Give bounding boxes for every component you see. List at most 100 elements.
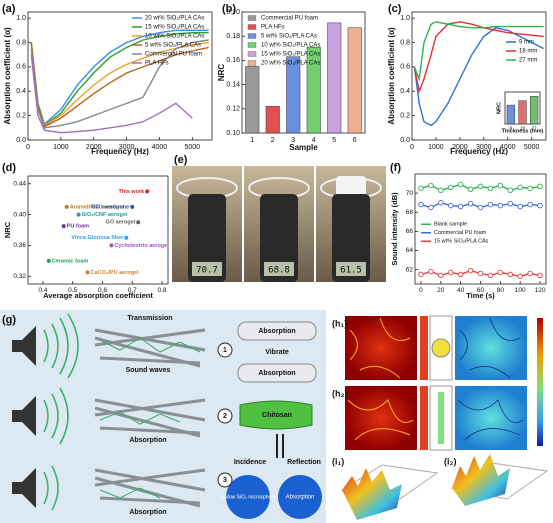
x-tick-label: 100 (515, 287, 526, 294)
surface-plots (340, 454, 549, 520)
y-tick-label: 0.6 (16, 64, 26, 71)
diagram-label: Hollow SiO₂ microsphere (220, 494, 276, 500)
legend-swatch (247, 60, 257, 66)
point-label: Vinca Gloriosa fiber (71, 235, 124, 241)
point (507, 271, 514, 278)
y-tick-label: 0.36 (13, 242, 26, 249)
y-tick-label: 0.0 (400, 137, 410, 144)
point (109, 243, 114, 248)
y-axis-label: Sound intensity (dB) (390, 192, 399, 266)
y-tick-label: 1.0 (400, 15, 410, 22)
x-tick-label: 40 (457, 287, 465, 294)
point (457, 203, 464, 210)
panel-label: (b) (222, 3, 236, 15)
point (527, 185, 533, 192)
legend-label: Commercial PU foam (145, 52, 202, 58)
point (428, 204, 434, 211)
bar (347, 27, 362, 134)
plot-frame (414, 173, 547, 285)
panel-label: (a) (2, 3, 16, 15)
legend-label: 5 wt% SiO₂/PLA CAs (261, 34, 317, 40)
y-tick-label: 0.12 (226, 106, 240, 113)
point (438, 272, 444, 279)
point-label: Aramid/RGO aerogel (70, 204, 125, 210)
plot-frame (27, 11, 213, 141)
point (136, 220, 141, 225)
legend-swatch (247, 15, 257, 21)
point (517, 273, 523, 280)
diagram-label: Transmission (127, 315, 172, 322)
point (428, 182, 434, 189)
diagram-label: Absorption (129, 437, 166, 444)
legend-label: Commercial PU foam (434, 230, 487, 236)
photos (172, 166, 386, 282)
y-tick-label: 0.44 (13, 180, 26, 187)
series-line (413, 21, 544, 82)
y-tick-label: 0.6 (400, 64, 410, 71)
diagram-label: Vibrate (265, 349, 289, 356)
point-label: GO membrane (91, 204, 129, 210)
y-tick-label: 0.8 (16, 39, 26, 46)
legend-label: Commercial PU foam (261, 16, 318, 22)
y-tick-label: 0.2 (16, 112, 26, 119)
legend-swatch (247, 33, 257, 39)
x-tick-label: 0 (419, 287, 423, 294)
point-label: GO aerogel (106, 220, 136, 226)
y-axis-label: NRC (3, 221, 12, 238)
x-tick-label: 20 (437, 287, 445, 294)
panel-label: (h₁) (332, 318, 347, 328)
series-line (30, 54, 193, 134)
meter-reading: 61.5 (340, 266, 362, 276)
legend-label: 5 wt% SiO₂/PLA CAs (145, 43, 201, 49)
y-tick-label: 0.10 (226, 130, 240, 137)
panel-label: (h₂) (332, 388, 348, 398)
point (497, 202, 504, 209)
point (467, 267, 474, 274)
y-tick-label: 0.4 (16, 88, 26, 95)
point (477, 270, 484, 277)
x-tick-label: 80 (497, 287, 505, 294)
point (507, 187, 514, 194)
y-tick-label: 0.16 (226, 57, 240, 64)
point-label: This work (118, 189, 145, 195)
y-tick-label: 62 (406, 266, 414, 273)
x-axis-label: Frequency (Hz) (91, 147, 149, 156)
panel-label: (d) (2, 162, 16, 174)
point (477, 204, 484, 211)
x-tick-label: 3000 (476, 144, 492, 151)
x-tick-label: 2 (271, 137, 275, 144)
point (497, 182, 504, 189)
point-label: PU foam (67, 224, 89, 230)
point (46, 258, 51, 263)
point (64, 204, 69, 209)
x-tick-label: 27 (532, 126, 538, 131)
bar (265, 106, 280, 134)
point (457, 181, 464, 188)
x-tick-label: 3000 (119, 144, 135, 151)
x-axis-label: Thickness (mm) (502, 128, 544, 134)
y-tick-label: 0.40 (13, 211, 26, 218)
point (61, 224, 66, 229)
point (438, 199, 444, 206)
point (527, 201, 533, 208)
panel-label: (i₁) (332, 456, 344, 466)
panel-label: (c) (388, 3, 402, 15)
diagram-label: Chitosan (262, 412, 292, 419)
y-tick-label: 0.4 (400, 88, 410, 95)
point (527, 270, 533, 277)
plot-frame (241, 11, 366, 134)
y-tick-label: 0.18 (226, 33, 240, 40)
bar (245, 66, 260, 134)
legend-label: Blank sample (434, 222, 467, 228)
point (438, 187, 444, 194)
point (507, 200, 514, 207)
point (537, 183, 543, 190)
point-label: SiO₂/CNF aerogel (82, 212, 128, 218)
x-tick-label: 0.6 (98, 287, 107, 294)
legend-label: 15 wt% SiO₂/PLA CAs (145, 25, 204, 31)
point (76, 212, 81, 217)
diagram-label: Incidence (234, 459, 266, 466)
point-label: CaCO₃/PU aerogel (91, 270, 140, 276)
plot-frame (27, 175, 169, 285)
